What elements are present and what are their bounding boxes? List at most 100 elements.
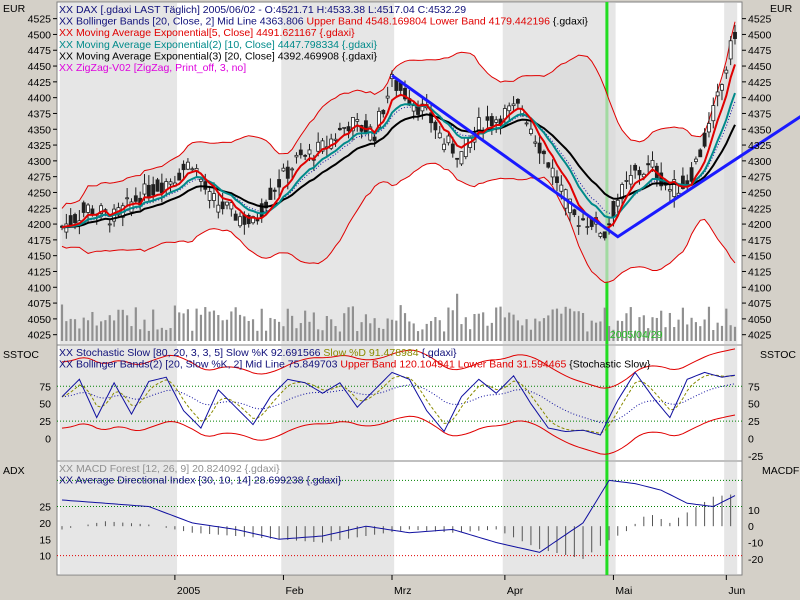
legend-text: Bollinger Bands [20, Close, 2] Mid Line … xyxy=(76,16,307,28)
y-tick-label-right: 75 xyxy=(748,381,760,393)
stoch-bollinger-upper xyxy=(61,348,736,389)
candle-body xyxy=(316,141,321,152)
candle-body xyxy=(646,163,651,166)
candle-body xyxy=(394,80,399,91)
y-tick-label-right: 50 xyxy=(748,399,760,411)
candle-body xyxy=(507,105,512,112)
legend-text: Stochastic Slow [80, 20, 3, 3, 5] Slow %… xyxy=(76,347,323,359)
candle-body xyxy=(272,189,277,192)
ema10-line xyxy=(61,92,736,229)
y-tick-label-left: 4475 xyxy=(28,45,52,57)
candle-body xyxy=(633,164,638,171)
y-tick-label-right: 4050 xyxy=(748,314,772,326)
candle-body xyxy=(568,198,572,214)
candle-body xyxy=(333,138,338,141)
candle-body xyxy=(207,191,212,201)
legend-marker: XX xyxy=(59,62,76,74)
y-tick-label-right: 4275 xyxy=(748,172,772,184)
stochastic-panel[interactable]: 0 25 50 75 -25 0 25 50 75 SSTOC SSTOC XX Stochastic… xyxy=(3,344,796,463)
candle-body xyxy=(159,182,164,194)
y-tick-label-right: 4425 xyxy=(748,77,772,89)
y-tick-label-right: 4475 xyxy=(748,45,772,57)
x-tick-label: 2005 xyxy=(177,585,201,597)
y-tick-label-left: 75 xyxy=(39,381,51,393)
month-stripe xyxy=(59,346,178,460)
y-tick-label-left: 15 xyxy=(39,534,51,546)
candle-body xyxy=(450,143,455,154)
candle-body xyxy=(403,87,407,100)
candle-body xyxy=(381,109,386,115)
candle-body xyxy=(342,126,347,129)
candle-body xyxy=(220,201,225,210)
candle-body xyxy=(485,116,490,121)
ema5-line xyxy=(61,64,736,230)
candle-body xyxy=(620,184,625,200)
y-tick-label-left: 4200 xyxy=(28,219,52,231)
y-tick-label-right: 0 xyxy=(748,434,754,446)
candle-body xyxy=(411,105,416,112)
x-tick-label: Feb xyxy=(285,585,303,597)
marker-date-label: 2005/04/29 xyxy=(610,329,663,341)
candle-body xyxy=(533,141,538,144)
candle-body xyxy=(476,117,481,131)
legend-text: Moving Average Exponential(3) [20, Close… xyxy=(76,50,378,62)
month-stripe xyxy=(502,346,616,460)
legend-text: Moving Average Exponential(2) [10, Close… xyxy=(76,39,378,51)
candle-body xyxy=(437,132,442,139)
candle-body xyxy=(711,105,716,122)
legend-text: Upper Band 4548.169804 Lower Band 4179.4… xyxy=(307,16,553,28)
legend-marker: XX xyxy=(59,475,75,487)
y-tick-label-right: 4400 xyxy=(748,93,772,105)
candle-body xyxy=(81,202,86,213)
x-tick-label: Jun xyxy=(728,585,745,597)
x-axis: 2005 Feb Mrz Apr Mai Jun xyxy=(174,575,745,597)
y-tick-label-right: 4100 xyxy=(748,282,772,294)
candle-body xyxy=(372,136,377,142)
candle-body xyxy=(125,197,130,200)
ema20-line xyxy=(61,113,736,229)
legend-text: DAX [.gdaxi LAST Täglich] 2005/06/02 - O… xyxy=(76,4,466,16)
y-tick-label-right: 4325 xyxy=(748,140,772,152)
candle-body xyxy=(337,127,342,131)
adx-line xyxy=(61,479,736,553)
x-tick-label: Mrz xyxy=(394,585,412,597)
axis-label-right: EUR xyxy=(770,3,793,15)
candle-body xyxy=(433,121,438,131)
legend-text: {.gdaxi} xyxy=(422,347,458,359)
y-tick-label-left: 4225 xyxy=(28,203,52,215)
candle-body xyxy=(537,142,542,154)
legend-text: Moving Average Exponential[5, Close] 449… xyxy=(76,27,355,39)
candle-body xyxy=(303,154,308,157)
candle-body xyxy=(285,166,290,179)
candle-body xyxy=(489,116,494,127)
y-tick-label-right: 4200 xyxy=(748,219,772,231)
candle-body xyxy=(298,149,303,156)
legend-entry: XX Bollinger Bands(2) [20, Slow %K, 2] M… xyxy=(59,359,651,371)
y-tick-label-right: -25 xyxy=(748,451,763,463)
candle-body xyxy=(550,167,555,178)
candle-body xyxy=(463,137,468,158)
candle-body xyxy=(355,119,360,122)
adx-macd-panel[interactable]: 10 15 20 25 -20 -10 0 10 ADX MACDF XX MACD Forest … xyxy=(3,460,799,576)
y-tick-label-left: 4300 xyxy=(28,156,52,168)
legend-entry: XX ZigZag-V02 [ZigZag, Print_off, 3, no] xyxy=(59,62,246,74)
y-tick-label-right: -10 xyxy=(748,538,763,550)
price-panel[interactable]: 4025 4025 4050 4050 4075 4075 4100 4100 4125 4125… xyxy=(3,1,800,346)
legend-marker: XX xyxy=(59,359,76,371)
y-tick-label-right: 4525 xyxy=(748,14,772,26)
candle-body xyxy=(720,84,724,91)
y-tick-label-right: 4225 xyxy=(748,203,772,215)
candle-body xyxy=(602,231,607,239)
candle-body xyxy=(698,149,703,158)
candle-body xyxy=(529,128,533,134)
candle-body xyxy=(68,215,73,226)
y-tick-label-left: 10 xyxy=(39,551,51,563)
candle-body xyxy=(73,214,77,224)
y-tick-label-left: 4525 xyxy=(28,14,52,26)
candle-body xyxy=(294,154,299,158)
candle-body xyxy=(546,162,551,168)
candle-body xyxy=(702,132,707,147)
candle-body xyxy=(624,180,629,182)
y-tick-label-right: 25 xyxy=(748,416,760,428)
